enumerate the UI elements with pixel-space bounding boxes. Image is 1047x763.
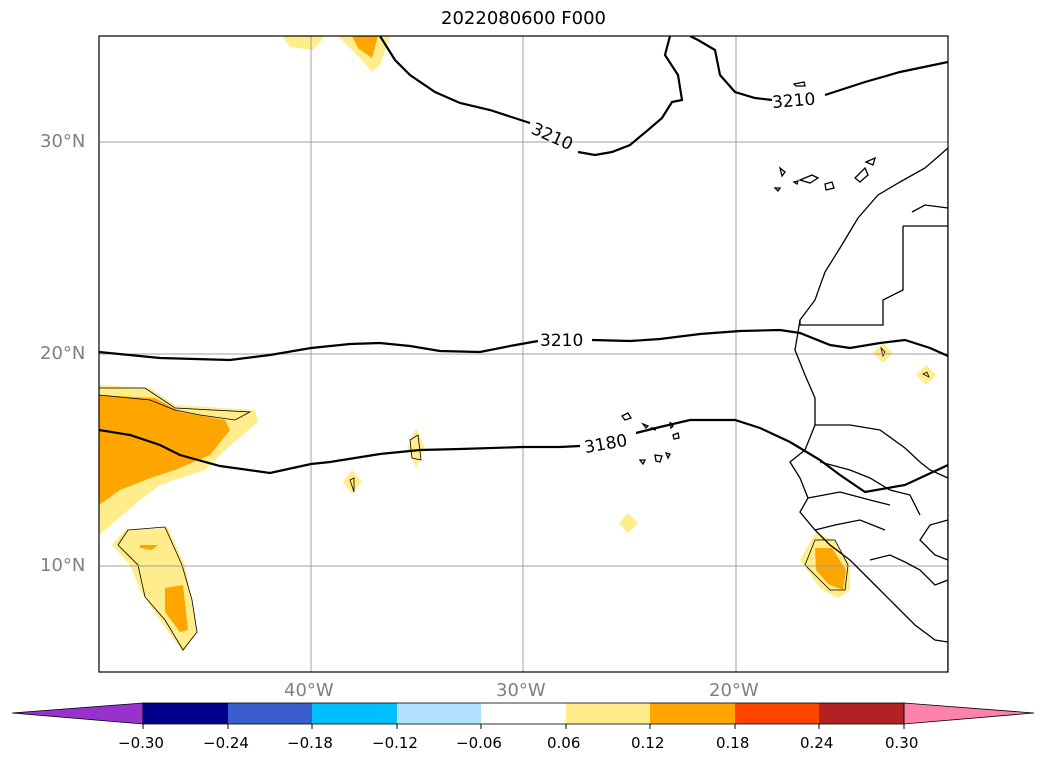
colorbar-swatch — [228, 703, 312, 724]
contour-lines — [99, 36, 948, 494]
colorbar-extend-high — [903, 702, 1035, 725]
colorbar-tick-label: −0.24 — [203, 734, 249, 752]
colorbar-swatch — [735, 703, 819, 724]
colorbar — [11, 702, 1035, 729]
colorbar-tick-label: 0.18 — [716, 734, 750, 752]
colorbar-tick-label: −0.12 — [372, 734, 418, 752]
coastlines — [621, 81, 948, 672]
colorbar-tick-label: 0.12 — [631, 734, 665, 752]
contour-label: 3210 — [540, 331, 583, 351]
colorbar-tick-label: −0.30 — [118, 734, 164, 752]
contour-label: 3210 — [771, 89, 816, 113]
colorbar-tick-label: 0.06 — [547, 734, 581, 752]
colorbar-swatch — [566, 703, 650, 724]
colorbar-swatch — [397, 703, 481, 724]
lat-label-20n: 20°N — [40, 343, 86, 364]
colorbar-swatch — [650, 703, 735, 724]
contour-label: 3180 — [583, 431, 629, 458]
lat-label-10n: 10°N — [40, 555, 86, 576]
shading-outlines — [99, 346, 930, 651]
colorbar-swatch — [819, 703, 904, 724]
contour-label: 3210 — [528, 119, 576, 155]
colorbar-tick-label: −0.06 — [456, 734, 502, 752]
lat-label-30n: 30°N — [40, 131, 86, 152]
map-frame — [98, 35, 949, 673]
colorbar-swatch — [312, 703, 397, 724]
colorbar-swatch — [143, 703, 228, 724]
lon-label-40w: 40°W — [284, 680, 334, 701]
colorbar-extend-low — [11, 702, 144, 725]
map-title: 2022080600 F000 — [441, 8, 606, 29]
shading-orange — [99, 36, 846, 632]
lon-label-20w: 20°W — [709, 680, 759, 701]
colorbar-swatch — [481, 703, 566, 724]
colorbar-tick-label: 0.30 — [885, 734, 919, 752]
colorbar-tick-label: 0.24 — [800, 734, 834, 752]
colorbar-tick-label: −0.18 — [287, 734, 333, 752]
gridlines — [99, 36, 948, 672]
lon-label-30w: 30°W — [496, 680, 546, 701]
